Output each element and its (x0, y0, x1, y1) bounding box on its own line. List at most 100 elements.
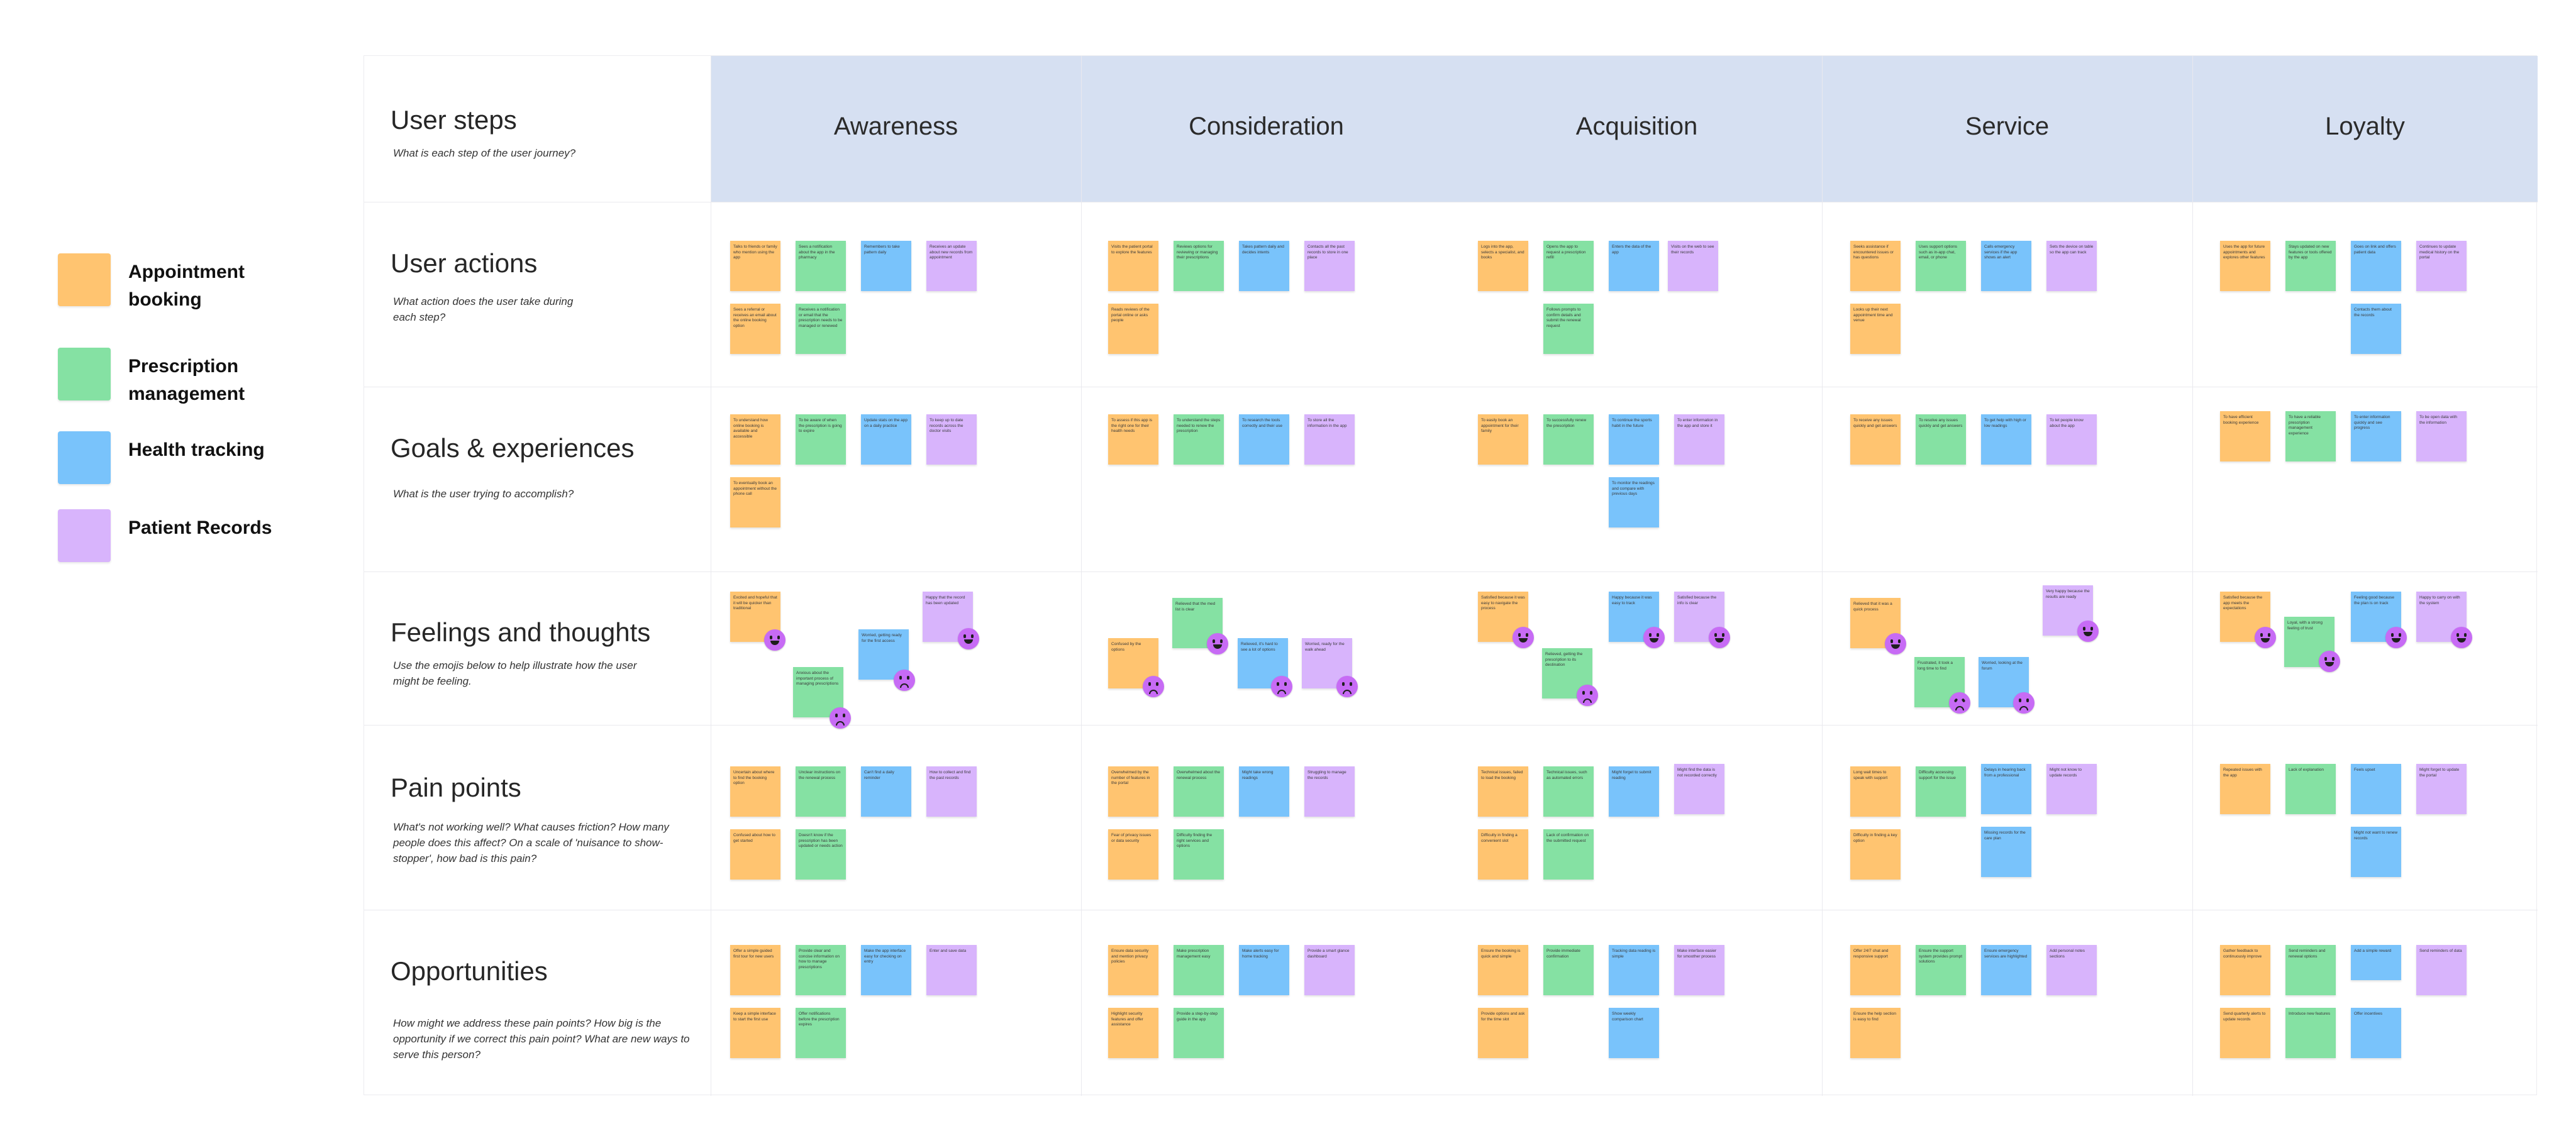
sticky-note[interactable]: Tracking data reading is simple (1609, 945, 1659, 995)
sticky-note[interactable]: Add personal notes sections (2046, 945, 2097, 995)
sticky-note[interactable]: To understand the steps needed to renew … (1174, 414, 1224, 465)
sticky-note[interactable]: Opens the app to request a prescription … (1543, 241, 1594, 291)
sticky-note[interactable]: Add a simple reward (2351, 945, 2401, 980)
sticky-note[interactable]: To keep up to date records across the do… (926, 414, 977, 465)
sticky-note[interactable]: Send reminders of data (2416, 945, 2467, 995)
sticky-note[interactable]: Difficulty finding the right services an… (1174, 829, 1224, 880)
sticky-note[interactable]: Worried, looking at the forum (1979, 657, 2029, 707)
sticky-note[interactable]: Can't find a daily reminder (861, 766, 911, 817)
sticky-note[interactable]: Difficulty in finding a key option (1850, 829, 1901, 880)
sticky-note[interactable]: Repeated issues with the app (2220, 764, 2270, 814)
sticky-note[interactable]: Loyal, with a strong feeling of trust (2284, 617, 2334, 667)
sticky-note[interactable]: Update stats on the app on a daily pract… (861, 414, 911, 465)
sticky-note[interactable]: To eventually book an appointment withou… (730, 477, 780, 527)
sticky-note[interactable]: Make interface easier for smoother proce… (1674, 945, 1724, 995)
sticky-note[interactable]: How to collect and find the past records (926, 766, 977, 817)
sticky-note[interactable]: Offer incentives (2351, 1008, 2401, 1058)
sticky-note[interactable]: To research the tools correctly and thei… (1239, 414, 1289, 465)
sticky-note[interactable]: To enter information in the app and stor… (1674, 414, 1724, 465)
sticky-note[interactable]: Offer 24/7 chat and responsive support (1850, 945, 1901, 995)
sticky-note[interactable]: To monitor the readings and compare with… (1609, 477, 1659, 527)
sticky-note[interactable]: Unclear instructions on the renewal proc… (796, 766, 846, 817)
sticky-note[interactable]: Talks to friends or family who mention u… (730, 241, 780, 291)
sticky-note[interactable]: To have a reliable prescription manageme… (2285, 411, 2336, 461)
sticky-note[interactable]: Missing records for the care plan (1981, 827, 2031, 877)
sticky-note[interactable]: Technical issues, such as automated erro… (1543, 766, 1594, 817)
sticky-note[interactable]: Lack of confirmation on the submitted re… (1543, 829, 1594, 880)
sticky-note[interactable]: Uses the app for future appointments and… (2220, 241, 2270, 291)
sticky-note[interactable]: Might find the data is not recorded corr… (1674, 764, 1724, 814)
sticky-note[interactable]: To have efficient booking experience (2220, 411, 2270, 461)
sticky-note[interactable]: Ensure emergency services are highlighte… (1981, 945, 2031, 995)
sticky-note[interactable]: Provide a smart glance dashboard (1304, 945, 1355, 995)
sticky-note[interactable]: To let people know about the app (2046, 414, 2097, 465)
sticky-note[interactable]: Long wait times to speak with support (1850, 766, 1901, 817)
sticky-note[interactable]: Doesn't know if the prescription has bee… (796, 829, 846, 880)
sticky-note[interactable]: To enter information quickly and see pro… (2351, 411, 2401, 461)
sticky-note[interactable]: Provide options and ask for the time slo… (1478, 1008, 1528, 1058)
sticky-note[interactable]: Visits on the web to see their records (1668, 241, 1718, 291)
sticky-note[interactable]: Sees a notification about the app in the… (796, 241, 846, 291)
sticky-note[interactable]: Might forget to submit reading (1609, 766, 1659, 817)
sticky-note[interactable]: To understand how online booking is avai… (730, 414, 780, 465)
sticky-note[interactable]: Overwhelmed about the renewal process (1174, 766, 1224, 817)
sticky-note[interactable]: To store all the information in the app (1304, 414, 1355, 465)
sticky-note[interactable]: Enter and save data (926, 945, 977, 995)
sticky-note[interactable]: To receive any issues quickly and get an… (1850, 414, 1901, 465)
sticky-note[interactable]: Ensure the booking is quick and simple (1478, 945, 1528, 995)
sticky-note[interactable]: To be open data with the information (2416, 411, 2467, 461)
sticky-note[interactable]: Send reminders and renewal options (2285, 945, 2336, 995)
sticky-note[interactable]: Overwhelmed by the number of features in… (1108, 766, 1158, 817)
sticky-note[interactable]: Highlight security features and offer as… (1108, 1008, 1158, 1058)
sticky-note[interactable]: Might not know to update records (2046, 764, 2097, 814)
sticky-note[interactable]: Satisfied because it was easy to navigat… (1478, 592, 1528, 642)
sticky-note[interactable]: Contacts all the past records to store i… (1304, 241, 1355, 291)
sticky-note[interactable]: Continues to update medical history on t… (2416, 241, 2467, 291)
sticky-note[interactable]: Takes pattern daily and decides intents (1239, 241, 1289, 291)
sticky-note[interactable]: Difficulty in finding a convenient slot (1478, 829, 1528, 880)
sticky-note[interactable]: Receives a notification or email that th… (796, 304, 846, 354)
sticky-note[interactable]: Reads reviews of the portal online or as… (1108, 304, 1158, 354)
sticky-note[interactable]: Lack of explanation (2285, 764, 2336, 814)
sticky-note[interactable]: Remembers to take pattern daily (861, 241, 911, 291)
sticky-note[interactable]: Might forget to update the portal (2416, 764, 2467, 814)
sticky-note[interactable]: Gather feedback to continuously improve (2220, 945, 2270, 995)
sticky-note[interactable]: Seeks assistance if encountered issues o… (1850, 241, 1901, 291)
sticky-note[interactable]: Introduce new features (2285, 1008, 2336, 1058)
sticky-note[interactable]: To continue the sports habit in the futu… (1609, 414, 1659, 465)
sticky-note[interactable]: Satisfied because the info is clear (1674, 592, 1724, 642)
sticky-note[interactable]: To get help with high or low readings (1981, 414, 2031, 465)
sticky-note[interactable]: Confused about how to get started (730, 829, 780, 880)
sticky-note[interactable]: Follows prompts to confirm details and s… (1543, 304, 1594, 354)
sticky-note[interactable]: Offer a simple guided first tour for new… (730, 945, 780, 995)
sticky-note[interactable]: Make the app interface easy for checking… (861, 945, 911, 995)
sticky-note[interactable]: Contacts them about the records (2351, 304, 2401, 354)
sticky-note[interactable]: Looks up their next appointment time and… (1850, 304, 1901, 354)
sticky-note[interactable]: Might take wrong readings (1239, 766, 1289, 817)
sticky-note[interactable]: To be aware of when the prescription is … (796, 414, 846, 465)
sticky-note[interactable]: Difficulty accessing support for the iss… (1916, 766, 1966, 817)
sticky-note[interactable]: Ensure data security and mention privacy… (1108, 945, 1158, 995)
sticky-note[interactable]: Make alerts easy for home tracking (1239, 945, 1289, 995)
sticky-note[interactable]: Keep a simple interface to start the fir… (730, 1008, 780, 1058)
sticky-note[interactable]: Reviews options for reviewing or managin… (1174, 241, 1224, 291)
sticky-note[interactable]: Delays in hearing back from a profession… (1981, 764, 2031, 814)
sticky-note[interactable]: Struggling to manage the records (1304, 766, 1355, 817)
sticky-note[interactable]: To easily book an appointment for their … (1478, 414, 1528, 465)
sticky-note[interactable]: Might not want to renew records (2351, 827, 2401, 877)
sticky-note[interactable]: Provide clear and concise information on… (796, 945, 846, 995)
sticky-note[interactable]: Send quarterly alerts to update records (2220, 1008, 2270, 1058)
sticky-note[interactable]: Receives an update about new records fro… (926, 241, 977, 291)
sticky-note[interactable]: Provide immediate confirmation (1543, 945, 1594, 995)
sticky-note[interactable]: To successfully renew the prescription (1543, 414, 1594, 465)
sticky-note[interactable]: Uses support options such as in-app chat… (1916, 241, 1966, 291)
sticky-note[interactable]: Stays updated on new features or tools o… (2285, 241, 2336, 291)
sticky-note[interactable]: Goes on link and offers patient data (2351, 241, 2401, 291)
sticky-note[interactable]: Enters the data of the app (1609, 241, 1659, 291)
sticky-note[interactable]: Logs into the app, selects a specialist,… (1478, 241, 1528, 291)
sticky-note[interactable]: Calls emergency services if the app show… (1981, 241, 2031, 291)
sticky-note[interactable]: Sees a referral or receives an email abo… (730, 304, 780, 354)
sticky-note[interactable]: Provide a step-by-step guide in the app (1174, 1008, 1224, 1058)
sticky-note[interactable]: Visits the patient portal to explore the… (1108, 241, 1158, 291)
sticky-note[interactable]: Ensure the help section is easy to find (1850, 1008, 1901, 1058)
